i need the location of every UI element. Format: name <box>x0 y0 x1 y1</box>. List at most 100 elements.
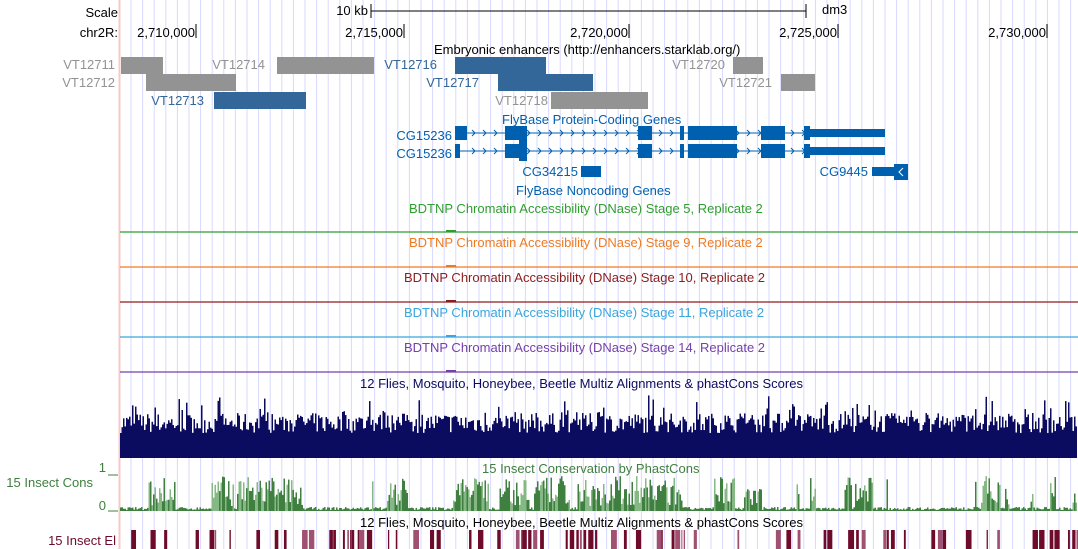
conserved-element <box>366 530 373 549</box>
cons-bar <box>900 509 902 511</box>
multiz-track-title[interactable]: 12 Flies, Mosquito, Honeybee, Beetle Mul… <box>360 376 803 391</box>
elements-track-label[interactable]: 15 Insect El <box>48 533 116 548</box>
enhancer-label[interactable]: VT12717 <box>426 75 479 90</box>
cons-bar <box>523 480 525 511</box>
cons-bar <box>619 476 621 511</box>
multiz-bar <box>708 415 710 458</box>
cons-bar <box>922 509 924 511</box>
dnase-track-title[interactable]: BDTNP Chromatin Accessibility (DNase) St… <box>404 270 766 285</box>
cons-bar <box>1066 507 1068 511</box>
multiz-bar <box>285 418 287 458</box>
multiz-bar <box>559 419 561 458</box>
chrom-label[interactable]: chr2R: <box>79 25 118 40</box>
multiz-bar <box>1059 417 1061 458</box>
noncoding-track-title[interactable]: FlyBase Noncoding Genes <box>516 183 671 198</box>
multiz-bar <box>654 425 656 458</box>
gene-label[interactable]: CG15236 <box>396 128 452 143</box>
multiz-bar <box>975 409 977 458</box>
cons-bar <box>654 495 656 511</box>
cons-bar <box>631 481 633 511</box>
cons-bar <box>1018 507 1020 511</box>
conserved-element <box>965 530 972 549</box>
cons-bar <box>766 508 768 511</box>
multiz-bar <box>768 396 770 458</box>
cons-track-label[interactable]: 15 Insect Cons <box>6 475 93 490</box>
cons-bar <box>244 500 246 511</box>
gene-label[interactable]: CG34215 <box>522 164 578 179</box>
cons-bar <box>175 509 177 511</box>
cons-bar <box>177 509 179 511</box>
elements-track-title[interactable]: 12 Flies, Mosquito, Honeybee, Beetle Mul… <box>360 515 803 530</box>
cons-bar <box>292 489 294 511</box>
cons-bar <box>628 493 630 511</box>
cons-track-title[interactable]: 15 Insect Conservation by PhastCons <box>482 461 700 476</box>
cons-bar <box>348 508 350 511</box>
multiz-bar <box>1012 421 1014 458</box>
cons-bar <box>853 507 855 511</box>
cons-bar <box>961 509 963 511</box>
cons-bar <box>735 508 737 511</box>
cons-bar <box>982 485 984 511</box>
cons-bar <box>241 499 243 511</box>
multiz-bar <box>345 415 347 458</box>
multiz-bar <box>207 429 209 458</box>
cons-bar <box>442 507 444 511</box>
cons-bar <box>466 487 468 511</box>
multiz-bar <box>861 422 863 458</box>
conserved-element <box>737 530 740 549</box>
multiz-bar <box>613 431 615 458</box>
cons-bar <box>133 509 135 511</box>
enhancer-label[interactable]: VT12721 <box>719 75 772 90</box>
dnase-track-title[interactable]: BDTNP Chromatin Accessibility (DNase) St… <box>404 305 765 320</box>
strand-arrow <box>614 147 619 155</box>
enhancer-label[interactable]: VT12718 <box>495 93 548 108</box>
conserved-element <box>997 530 1000 549</box>
multiz-bar <box>763 426 765 458</box>
cons-bar <box>777 507 779 511</box>
dnase-track-title[interactable]: BDTNP Chromatin Accessibility (DNase) St… <box>409 235 763 250</box>
cons-bar <box>460 483 462 511</box>
multiz-bar <box>291 423 293 458</box>
multiz-bar <box>325 416 327 458</box>
cons-bar <box>522 495 524 511</box>
multiz-bar <box>621 419 623 458</box>
enhancer-label[interactable]: VT12716 <box>384 57 437 72</box>
multiz-bar <box>727 415 729 458</box>
cons-bar <box>592 486 594 511</box>
enhancer-label[interactable]: VT12711 <box>63 57 115 72</box>
enhancer-label[interactable]: VT12712 <box>62 75 115 90</box>
multiz-bar <box>357 422 359 458</box>
cons-bar <box>319 509 321 511</box>
multiz-bar <box>966 431 968 458</box>
cons-bar <box>729 501 731 511</box>
gene-label[interactable]: CG15236 <box>396 146 452 161</box>
enhancer-label[interactable]: VT12720 <box>672 57 725 72</box>
multiz-bar <box>211 428 213 458</box>
cons-bar <box>673 477 675 511</box>
conserved-element <box>903 530 906 549</box>
cons-bar <box>543 480 545 511</box>
enhancer-label[interactable]: VT12714 <box>212 57 265 72</box>
dnase-track-title[interactable]: BDTNP Chromatin Accessibility (DNase) St… <box>409 201 763 216</box>
cons-bar <box>202 508 204 511</box>
cons-bar <box>490 509 492 511</box>
strand-arrow <box>570 147 575 155</box>
genes-track-title[interactable]: FlyBase Protein-Coding Genes <box>502 112 682 127</box>
dnase-track-title[interactable]: BDTNP Chromatin Accessibility (DNase) St… <box>404 340 766 355</box>
cons-bar <box>249 490 251 511</box>
gene-label[interactable]: CG9445 <box>819 164 868 179</box>
cons-bar <box>1011 508 1013 511</box>
multiz-bar <box>909 417 911 458</box>
cons-bar <box>370 509 372 511</box>
multiz-bar <box>307 418 309 458</box>
multiz-bar <box>673 424 675 458</box>
multiz-bar <box>576 412 578 458</box>
enhancer-label[interactable]: VT12713 <box>151 93 204 108</box>
cons-bar <box>390 483 392 511</box>
enhancers-track-title[interactable]: Embryonic enhancers (http://enhancers.st… <box>434 42 741 57</box>
multiz-bar <box>1018 424 1020 458</box>
multiz-bar <box>1075 426 1077 458</box>
cons-bar <box>585 480 587 511</box>
